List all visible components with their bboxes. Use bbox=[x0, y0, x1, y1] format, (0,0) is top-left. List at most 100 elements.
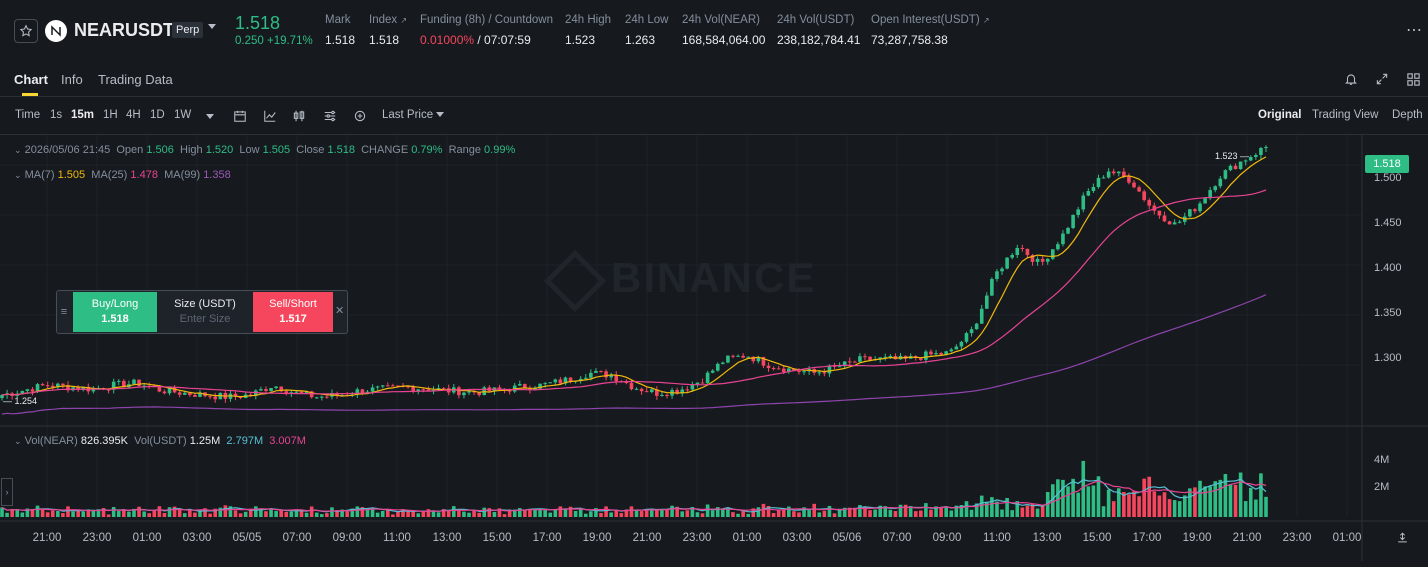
candle-body bbox=[167, 387, 172, 394]
view-trading-view[interactable]: Trading View bbox=[1312, 109, 1379, 121]
vol-near-label: Vol(NEAR) bbox=[24, 435, 78, 447]
candle-body bbox=[929, 351, 933, 355]
volume-bar bbox=[1116, 488, 1121, 517]
candle-body bbox=[284, 391, 289, 394]
crosshair-icon[interactable] bbox=[351, 107, 368, 124]
more-menu-icon[interactable]: ⋯ bbox=[1406, 22, 1422, 39]
candle-body bbox=[1111, 171, 1116, 174]
volume-bar bbox=[1259, 473, 1263, 517]
timeframe-1h[interactable]: 1H bbox=[103, 109, 118, 121]
tab-info[interactable]: Info bbox=[61, 72, 83, 87]
watermark-text: BINANCE bbox=[611, 254, 817, 301]
candle-body bbox=[1254, 154, 1258, 158]
candle-body bbox=[385, 385, 390, 387]
candle-body bbox=[1066, 227, 1070, 234]
tab-trading-data[interactable]: Trading Data bbox=[98, 72, 173, 87]
candle-body bbox=[817, 372, 822, 374]
view-depth[interactable]: Depth bbox=[1392, 109, 1423, 121]
volume-bar bbox=[715, 507, 720, 517]
bell-icon[interactable] bbox=[1342, 70, 1360, 88]
timeframe-4h[interactable]: 4H bbox=[126, 109, 141, 121]
volume-bar bbox=[1152, 491, 1157, 517]
symbol-dropdown-icon[interactable] bbox=[208, 24, 216, 29]
candle-body bbox=[847, 361, 852, 363]
volume-bar bbox=[1122, 492, 1126, 517]
time-tick: 21:00 bbox=[632, 532, 662, 544]
collapse-legend-icon[interactable]: ⌄ bbox=[14, 145, 22, 155]
candle-body bbox=[568, 377, 573, 382]
buy-long-button[interactable]: Buy/Long 1.518 bbox=[73, 292, 157, 332]
time-tick: 01:00 bbox=[1332, 532, 1362, 544]
index-label[interactable]: Index ↗ bbox=[369, 14, 407, 26]
calendar-icon[interactable] bbox=[231, 107, 248, 124]
timeframe-1s[interactable]: 1s bbox=[50, 109, 63, 121]
chart-type-icon[interactable] bbox=[290, 107, 307, 124]
open-label: Open bbox=[116, 144, 144, 156]
expand-icon[interactable] bbox=[1373, 70, 1391, 88]
candle-body bbox=[690, 384, 695, 390]
candle-body bbox=[122, 380, 126, 388]
volume-bar bbox=[695, 512, 700, 517]
change-value: 0.79% bbox=[411, 144, 443, 156]
price-chart[interactable] bbox=[0, 135, 1428, 567]
tab-chart[interactable]: Chart bbox=[14, 72, 48, 87]
candle-body bbox=[517, 384, 522, 386]
low-marker-value: 1.254 bbox=[14, 396, 38, 406]
volume-bar bbox=[91, 509, 96, 517]
time-tick: 03:00 bbox=[182, 532, 212, 544]
candle-body bbox=[939, 353, 943, 355]
sell-short-button[interactable]: Sell/Short 1.517 bbox=[253, 292, 333, 332]
volume-bar bbox=[558, 506, 563, 517]
candle-body bbox=[974, 323, 979, 330]
ma-legend: ⌄ MA(7) 1.505 MA(25) 1.478 MA(99) 1.358 bbox=[14, 169, 231, 181]
volume-bar bbox=[147, 513, 152, 517]
volume-bar bbox=[111, 507, 116, 517]
volume-bar bbox=[259, 509, 263, 517]
collapse-ma-icon[interactable]: ⌄ bbox=[14, 170, 22, 180]
timeframe-time[interactable]: Time bbox=[15, 109, 41, 121]
candle-body bbox=[1061, 233, 1065, 245]
candle-body bbox=[406, 386, 410, 388]
range-label: Range bbox=[448, 144, 481, 156]
timeframe-dropdown-icon[interactable] bbox=[206, 114, 214, 119]
volume-bar bbox=[863, 506, 867, 517]
candle-body bbox=[299, 391, 304, 393]
volume-bar bbox=[741, 511, 745, 517]
indicator-icon[interactable] bbox=[261, 107, 278, 124]
timeframe-1d[interactable]: 1D bbox=[150, 109, 165, 121]
layout-grid-icon[interactable] bbox=[1404, 70, 1422, 88]
settings-sliders-icon[interactable] bbox=[321, 107, 338, 124]
candle-body bbox=[1233, 165, 1238, 170]
scale-reset-icon[interactable] bbox=[1393, 528, 1411, 546]
candle-body bbox=[827, 365, 832, 374]
open-interest-label[interactable]: Open Interest(USDT) ↗ bbox=[871, 14, 990, 26]
price-type-select[interactable]: Last Price bbox=[382, 109, 445, 121]
candle-body bbox=[736, 355, 740, 357]
timeframe-1w[interactable]: 1W bbox=[174, 109, 192, 121]
mark-label: Mark bbox=[325, 14, 351, 26]
candle-body bbox=[822, 372, 827, 374]
volume-bar bbox=[751, 508, 756, 517]
candle-body bbox=[1218, 178, 1223, 187]
size-field[interactable]: Size (USDT) Enter Size bbox=[159, 292, 251, 332]
open-interest-label-text: Open Interest(USDT) bbox=[871, 14, 980, 26]
candle-body bbox=[1142, 191, 1146, 201]
volume-bar bbox=[985, 501, 989, 517]
volume-bar bbox=[746, 513, 751, 517]
volume-tick: 2M bbox=[1374, 481, 1390, 493]
symbol-title[interactable]: NEARUSDT bbox=[74, 20, 175, 40]
view-original[interactable]: Original bbox=[1258, 109, 1302, 121]
collapse-vol-icon[interactable]: ⌄ bbox=[14, 436, 22, 446]
volume-bar bbox=[482, 507, 487, 517]
volume-bar bbox=[523, 509, 527, 517]
close-widget-icon[interactable]: ✕ bbox=[335, 305, 345, 317]
candle-body bbox=[1243, 160, 1248, 162]
timeframe-15m[interactable]: 15m bbox=[71, 109, 95, 121]
volume-bar bbox=[406, 510, 410, 517]
candle-body bbox=[40, 384, 45, 386]
expand-left-panel-icon[interactable]: › bbox=[1, 478, 13, 506]
favorite-star-icon[interactable] bbox=[14, 19, 38, 43]
drag-handle-icon[interactable]: ≡ bbox=[60, 306, 68, 318]
candle-body bbox=[1177, 221, 1182, 223]
volume-bar bbox=[248, 508, 253, 517]
